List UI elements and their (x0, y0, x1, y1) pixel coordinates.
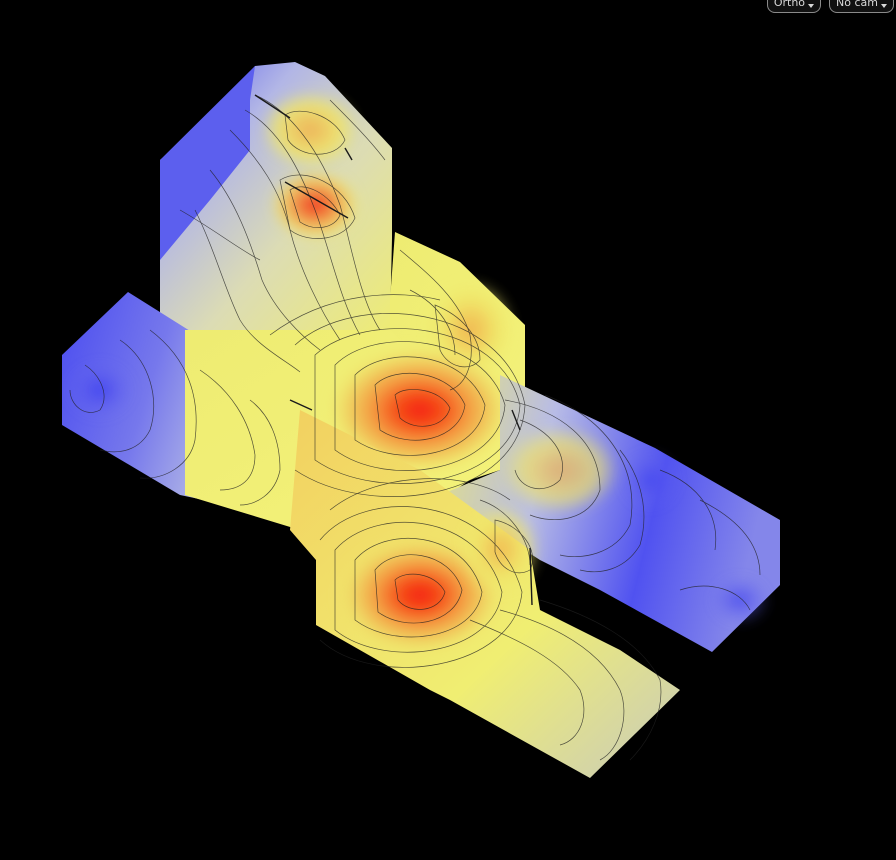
top-tower-block (160, 62, 392, 330)
projection-dropdown-label: Ortho (773, 0, 806, 9)
camera-dropdown-label: No cam (836, 0, 878, 9)
camera-dropdown[interactable]: No cam (829, 0, 894, 13)
mesh-edges (254, 94, 533, 606)
viewport-toolbar: Ortho No cam (766, 0, 894, 13)
projection-dropdown[interactable]: Ortho (766, 0, 822, 13)
lower-central-slab (290, 410, 680, 778)
caret-down-icon (881, 3, 887, 8)
caret-down-icon (808, 3, 815, 8)
right-blue-arm (440, 375, 780, 652)
contour-lines (69, 94, 761, 761)
